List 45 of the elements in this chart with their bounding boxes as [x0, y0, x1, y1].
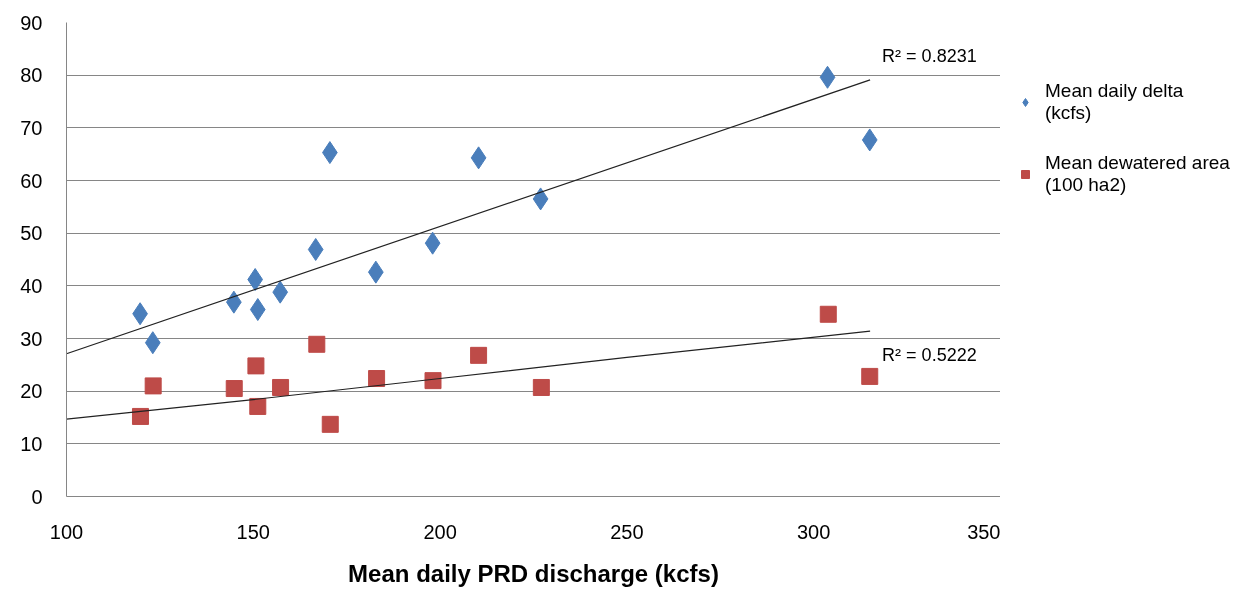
y-tick-label: 60	[20, 169, 43, 192]
point	[819, 305, 837, 323]
point	[144, 331, 161, 355]
point	[424, 231, 441, 255]
legend-label: Mean daily delta (kcfs)	[1045, 80, 1184, 124]
y-tick-label: 90	[20, 11, 43, 34]
y-tick-label: 30	[20, 327, 43, 350]
point	[861, 367, 879, 385]
y-tick-label: 20	[20, 380, 43, 403]
point	[247, 357, 265, 375]
point	[307, 237, 324, 261]
y-tick-label: 50	[20, 222, 43, 245]
x-tick-label: 250	[610, 520, 644, 543]
legend-label: Mean dewatered area (100 ha2)	[1045, 152, 1230, 196]
point	[144, 377, 162, 395]
y-tick-label: 10	[20, 432, 43, 455]
point	[272, 378, 290, 396]
x-tick-label: 300	[797, 520, 831, 543]
point	[131, 407, 149, 425]
x-axis-title: Mean daily PRD discharge (kcfs)	[348, 559, 719, 587]
point	[532, 187, 549, 211]
point	[321, 415, 339, 433]
x-tick-label: 100	[49, 520, 84, 543]
x-tick-label: 350	[967, 520, 1001, 543]
point	[249, 298, 266, 322]
point	[470, 346, 488, 364]
line-series	[66, 330, 871, 420]
y-tick-label: 80	[20, 64, 43, 87]
annotation: R² = 0.5222	[882, 345, 977, 366]
annotation: R² = 0.8231	[882, 45, 977, 66]
y-tick-label: 70	[20, 116, 43, 139]
point	[308, 335, 326, 353]
point	[532, 378, 550, 396]
point	[424, 372, 442, 390]
point	[470, 146, 487, 170]
point	[272, 280, 289, 304]
point	[249, 397, 267, 415]
y-tick-label: 0	[31, 485, 43, 508]
point	[819, 65, 836, 89]
y-tick-label: 40	[20, 274, 43, 297]
point	[861, 128, 878, 152]
point	[225, 380, 243, 398]
x-tick-label: 150	[236, 520, 270, 543]
x-tick-label: 200	[423, 520, 457, 543]
point	[368, 370, 386, 388]
